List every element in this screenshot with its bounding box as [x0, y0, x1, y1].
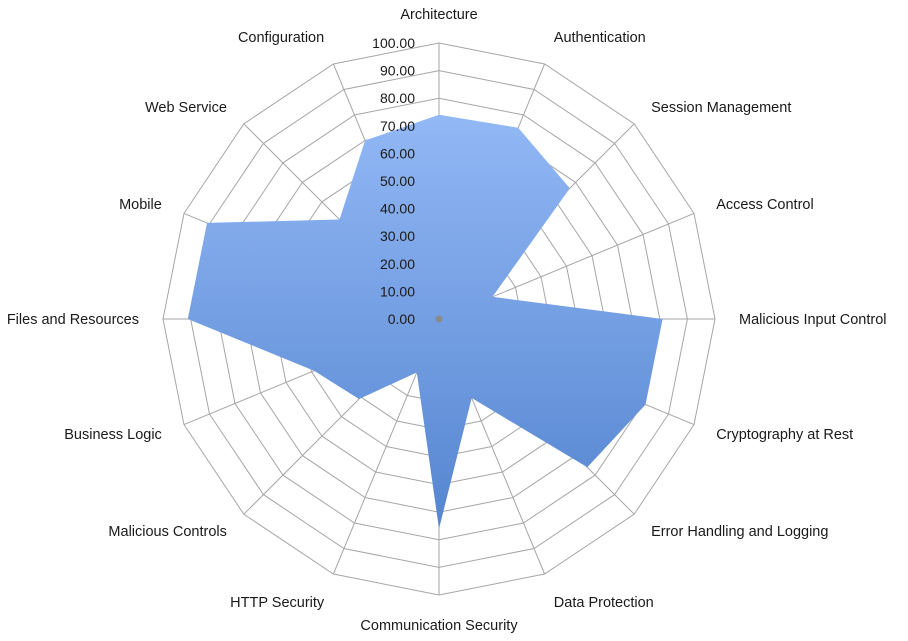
category-label: Session Management	[651, 100, 791, 116]
series-area	[188, 115, 663, 529]
axis-tick-label: 50.00	[380, 173, 415, 189]
category-label: Error Handling and Logging	[651, 524, 828, 540]
axis-tick-label: 30.00	[380, 228, 415, 244]
axis-tick-label: 80.00	[380, 90, 415, 106]
category-label: Files and Resources	[7, 312, 139, 328]
axis-tick-label: 20.00	[380, 256, 415, 272]
category-label: Communication Security	[360, 618, 518, 634]
center-marker	[436, 316, 443, 323]
category-label: Cryptography at Rest	[716, 427, 853, 443]
category-label: Malicious Input Control	[739, 312, 887, 328]
axis-tick-label: 40.00	[380, 201, 415, 217]
axis-tick-label: 70.00	[380, 118, 415, 134]
category-label: Business Logic	[64, 427, 162, 443]
axis-tick-label: 0.00	[388, 311, 415, 327]
axis-tick-label: 10.00	[380, 283, 415, 299]
category-label: Mobile	[119, 197, 162, 213]
series-layer	[188, 115, 663, 529]
category-label: Architecture	[400, 7, 477, 23]
category-label: Access Control	[716, 197, 814, 213]
category-label: Authentication	[554, 30, 646, 46]
category-label: Malicious Controls	[108, 524, 226, 540]
category-label: Configuration	[238, 30, 324, 46]
axis-tick-label: 90.00	[380, 63, 415, 79]
category-label: HTTP Security	[230, 595, 325, 611]
category-label: Data Protection	[554, 595, 654, 611]
axis-tick-label: 60.00	[380, 145, 415, 161]
category-label: Web Service	[145, 100, 227, 116]
axis-tick-label: 100.00	[372, 35, 415, 51]
